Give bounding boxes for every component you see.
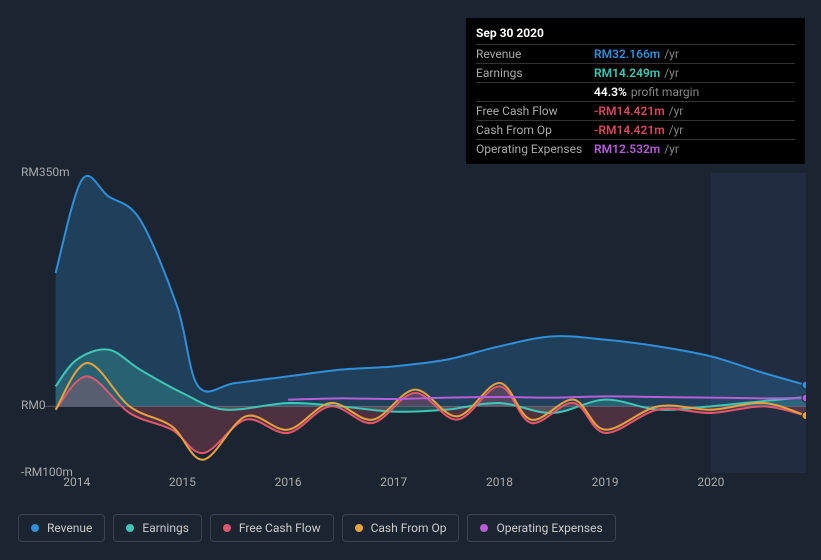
- x-axis-label: 2016: [275, 475, 302, 489]
- tooltip-value: 44.3%: [594, 85, 627, 99]
- x-axis-label: 2019: [592, 475, 619, 489]
- tooltip-suffix: /yr: [664, 47, 679, 61]
- legend-label: Operating Expenses: [496, 521, 602, 535]
- tooltip-suffix: profit margin: [631, 85, 699, 99]
- tooltip-value: -RM14.421m: [594, 123, 665, 137]
- tooltip-label: [476, 85, 594, 99]
- legend-item[interactable]: Earnings: [113, 514, 202, 542]
- legend-dot: [223, 524, 231, 532]
- x-axis-label: 2018: [486, 475, 513, 489]
- tooltip-value: RM14.249m: [594, 66, 660, 80]
- tooltip-row: EarningsRM14.249m/yr: [476, 64, 795, 83]
- x-axis-label: 2020: [697, 475, 724, 489]
- legend-label: Revenue: [47, 521, 92, 535]
- legend-item[interactable]: Operating Expenses: [467, 514, 615, 542]
- tooltip-row: RevenueRM32.166m/yr: [476, 45, 795, 64]
- legend-label: Free Cash Flow: [239, 521, 321, 535]
- legend-label: Cash From Op: [371, 521, 447, 535]
- legend-item[interactable]: Free Cash Flow: [210, 514, 334, 542]
- legend-dot: [355, 524, 363, 532]
- tooltip-label: Earnings: [476, 66, 594, 80]
- tooltip-date: Sep 30 2020: [476, 24, 795, 45]
- tooltip-row: Cash From Op-RM14.421m/yr: [476, 121, 795, 140]
- tooltip-panel: Sep 30 2020 RevenueRM32.166m/yrEarningsR…: [466, 18, 805, 164]
- tooltip-suffix: /yr: [669, 104, 684, 118]
- tooltip-value: RM32.166m: [594, 47, 660, 61]
- tooltip-row: Free Cash Flow-RM14.421m/yr: [476, 102, 795, 121]
- x-axis-label: 2014: [63, 475, 90, 489]
- tooltip-suffix: /yr: [664, 142, 679, 156]
- legend-label: Earnings: [142, 521, 189, 535]
- x-axis-label: 2017: [380, 475, 407, 489]
- end-marker: [802, 412, 806, 420]
- legend-dot: [31, 524, 39, 532]
- tooltip-value: RM12.532m: [594, 142, 660, 156]
- tooltip-label: Cash From Op: [476, 123, 594, 137]
- chart-area: RM350mRM0-RM100m 20142015201620172018201…: [15, 155, 806, 495]
- tooltip-suffix: /yr: [664, 66, 679, 80]
- end-marker: [802, 381, 806, 389]
- tooltip-label: Free Cash Flow: [476, 104, 594, 118]
- end-marker: [802, 394, 806, 402]
- legend-item[interactable]: Cash From Op: [342, 514, 460, 542]
- chart-svg: [15, 173, 806, 473]
- tooltip-suffix: /yr: [669, 123, 684, 137]
- x-axis-label: 2015: [169, 475, 196, 489]
- legend-dot: [126, 524, 134, 532]
- tooltip-label: Operating Expenses: [476, 142, 594, 156]
- series-area: [56, 176, 806, 406]
- tooltip-row: 44.3% profit margin: [476, 83, 795, 102]
- legend-dot: [480, 524, 488, 532]
- legend: Revenue Earnings Free Cash Flow Cash From O…: [18, 514, 616, 542]
- legend-item[interactable]: Revenue: [18, 514, 105, 542]
- tooltip-value: -RM14.421m: [594, 104, 665, 118]
- tooltip-label: Revenue: [476, 47, 594, 61]
